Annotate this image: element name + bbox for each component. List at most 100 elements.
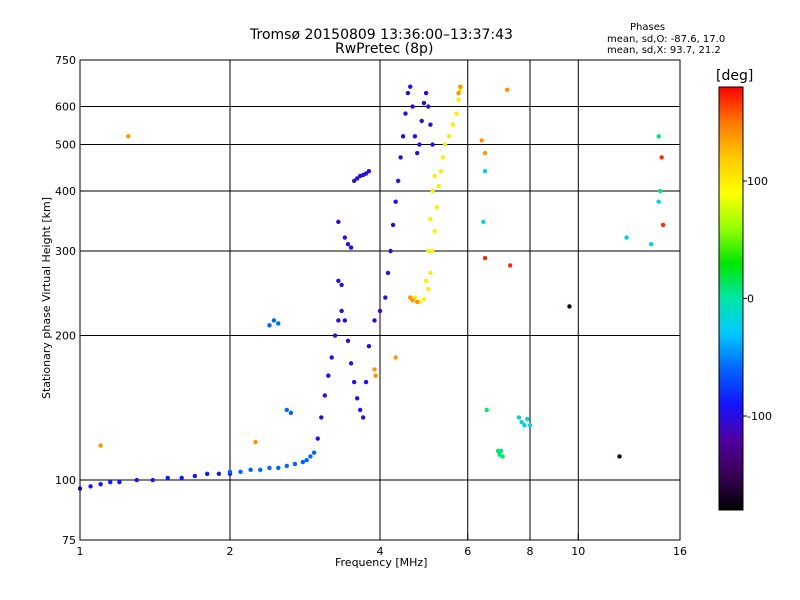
data-point xyxy=(377,308,383,314)
data-point xyxy=(329,355,334,360)
data-point xyxy=(227,469,233,475)
data-point xyxy=(430,188,435,194)
y-tick-label: 200 xyxy=(55,330,76,343)
data-point xyxy=(134,477,139,483)
data-point xyxy=(150,477,156,483)
data-point xyxy=(421,297,427,302)
y-tick-label: 300 xyxy=(55,245,76,258)
data-point xyxy=(385,270,391,276)
data-point xyxy=(332,333,338,338)
data-point xyxy=(98,482,103,487)
data-point xyxy=(450,122,456,127)
x-tick-label: 10 xyxy=(571,545,585,558)
data-point xyxy=(657,188,663,194)
data-point xyxy=(366,344,372,349)
colorbar-label: [deg] xyxy=(716,68,754,84)
data-point xyxy=(311,450,317,455)
y-tick-label: 600 xyxy=(55,101,76,114)
y-tick-label: 100 xyxy=(55,474,76,487)
colorbar-tick-label: 100 xyxy=(747,175,768,188)
data-point xyxy=(284,463,289,469)
data-point xyxy=(373,373,378,378)
data-point xyxy=(345,241,351,247)
data-point xyxy=(446,134,452,139)
data-point xyxy=(304,457,309,463)
data-point xyxy=(428,216,433,222)
stats-heading: Phases xyxy=(630,22,666,33)
data-point xyxy=(419,118,424,124)
data-point xyxy=(432,173,437,179)
x-tick-labels: 1 2 4 6 8 10 16 xyxy=(77,534,687,558)
data-point xyxy=(436,183,442,189)
data-point xyxy=(336,219,341,225)
data-point xyxy=(454,111,459,116)
data-point xyxy=(238,469,243,475)
colorbar-tick-label: -100 xyxy=(747,410,772,423)
data-point xyxy=(456,90,461,96)
data-point xyxy=(405,90,411,96)
data-point xyxy=(248,467,253,473)
data-point xyxy=(481,219,486,225)
data-point xyxy=(656,134,661,139)
data-point xyxy=(390,222,396,228)
y-tick-label: 400 xyxy=(55,185,76,198)
data-point xyxy=(567,304,572,309)
stats-o-line: mean, sd,O: -87.6, 17.0 xyxy=(607,34,726,45)
data-point xyxy=(179,475,184,481)
data-point xyxy=(319,415,324,420)
data-point xyxy=(410,297,415,303)
data-point xyxy=(276,465,281,471)
data-point xyxy=(271,318,277,323)
data-point xyxy=(484,407,489,413)
x-tick-label: 16 xyxy=(673,545,687,558)
data-point xyxy=(267,465,272,471)
data-point xyxy=(500,454,505,459)
data-point xyxy=(393,199,398,204)
data-point xyxy=(430,142,435,147)
data-point xyxy=(322,393,328,398)
data-point xyxy=(423,90,429,96)
colorbar-ticks: 100 0 -100 xyxy=(743,175,772,423)
data-point xyxy=(458,87,463,93)
data-point xyxy=(624,235,629,240)
data-point xyxy=(410,104,415,109)
data-point xyxy=(267,323,272,328)
data-point xyxy=(507,263,513,268)
data-point xyxy=(308,454,313,459)
data-point xyxy=(504,87,510,93)
data-point xyxy=(426,286,431,292)
data-point xyxy=(458,84,463,89)
data-point xyxy=(438,168,444,174)
data-point xyxy=(414,150,420,156)
data-point xyxy=(482,255,488,261)
y-tick-label: 750 xyxy=(55,54,76,67)
data-point xyxy=(336,318,341,323)
data-point xyxy=(398,155,403,160)
x-tick-label: 8 xyxy=(527,545,534,558)
chart-title: Tromsø 20150809 13:36:00–13:37:43 xyxy=(250,27,513,43)
data-point xyxy=(326,373,331,378)
data-point xyxy=(522,423,527,428)
data-points xyxy=(77,84,666,491)
data-point xyxy=(414,299,420,305)
data-point xyxy=(482,150,488,156)
data-point xyxy=(284,407,289,413)
data-point xyxy=(479,138,484,143)
data-point xyxy=(342,318,348,323)
data-point xyxy=(351,379,357,385)
data-point xyxy=(192,473,198,479)
data-point xyxy=(495,448,501,454)
data-point xyxy=(434,205,439,210)
data-point xyxy=(165,475,170,481)
data-point xyxy=(426,248,431,254)
data-point xyxy=(498,448,504,454)
data-point xyxy=(412,134,418,139)
data-point xyxy=(428,122,433,127)
data-point xyxy=(656,199,661,204)
data-point xyxy=(519,419,524,425)
data-point xyxy=(372,318,377,323)
data-point xyxy=(430,248,435,254)
data-point xyxy=(339,282,344,288)
data-point xyxy=(126,134,131,139)
